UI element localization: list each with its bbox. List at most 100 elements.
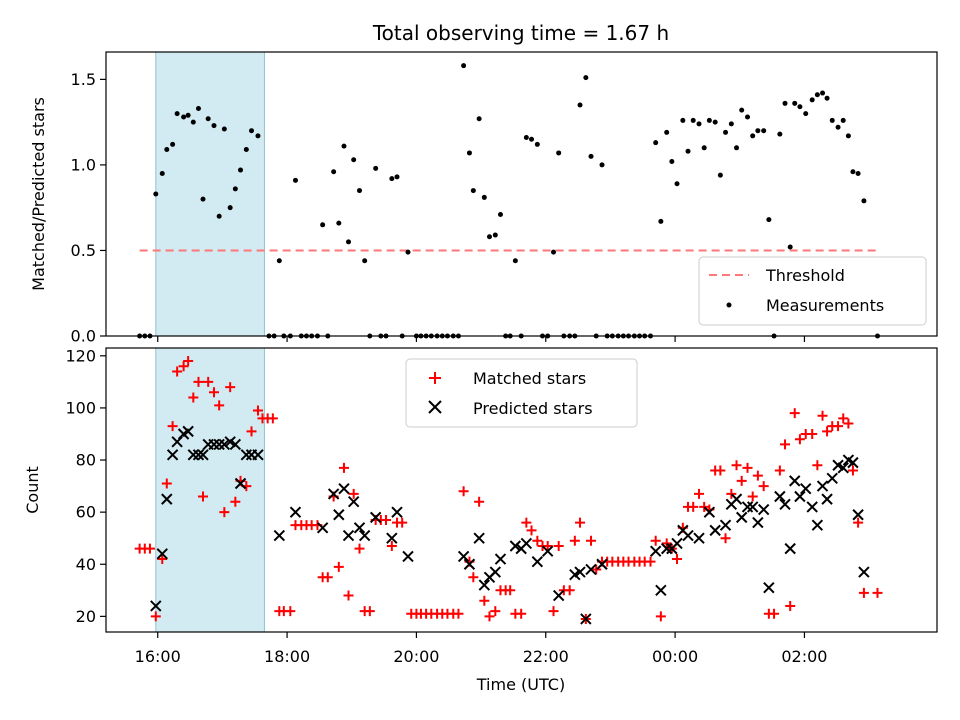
bottom-x-axis: 16:00 18:00 20:00 22:00 00:00 02:00 — [135, 632, 827, 666]
matched-star-point — [219, 507, 230, 518]
legend-matched-label: Matched stars — [473, 369, 586, 388]
measurement-point — [761, 128, 767, 134]
predicted-star-point — [358, 529, 371, 542]
measurement-point — [195, 105, 201, 111]
predicted-star-point — [457, 550, 470, 563]
measurement-point — [850, 169, 856, 175]
figure-title: Total observing time = 1.67 h — [372, 21, 669, 45]
predicted-star-point — [208, 438, 220, 451]
matched-star-point — [178, 361, 189, 372]
predicted-star-point — [763, 581, 775, 594]
matched-star-point — [343, 590, 354, 601]
measurement-point — [777, 131, 783, 137]
y-tick-label: 80 — [76, 451, 96, 470]
y-tick-label: 1.5 — [71, 70, 96, 89]
matched-star-point — [769, 608, 780, 619]
predicted-star-point — [826, 472, 838, 484]
legend-predicted-swatch — [428, 400, 442, 414]
matched-star-point — [458, 486, 469, 497]
measurement-point — [216, 213, 222, 219]
predicted-star-point — [333, 509, 345, 521]
predicted-star-point — [252, 449, 264, 461]
measurement-point — [153, 191, 159, 197]
count-panel: 20 40 60 80 100 120 16:00 18:00 20:00 22:00 00:00… — [23, 346, 938, 694]
matched-star-point — [225, 382, 236, 393]
matched-star-point — [479, 595, 490, 606]
measurement-point — [706, 117, 712, 123]
predicted-star-point — [509, 540, 522, 552]
predicted-star-point — [852, 509, 864, 521]
matched-star-point — [188, 392, 199, 403]
measurement-point — [820, 90, 826, 96]
matched-star-point — [198, 491, 209, 502]
matched-star-point — [183, 356, 194, 367]
y-tick-label: 20 — [76, 607, 96, 626]
measurement-point — [797, 104, 803, 110]
predicted-star-point — [229, 438, 242, 451]
matched-star-point — [569, 535, 580, 546]
matched-star-point — [397, 517, 408, 528]
predicted-star-point — [531, 555, 544, 568]
matched-star-point — [333, 561, 344, 572]
predicted-star-point — [574, 566, 586, 578]
predicted-star-point — [187, 449, 200, 461]
predicted-star-point — [719, 519, 732, 531]
matched-star-point — [542, 541, 553, 552]
predicted-star-point — [327, 488, 340, 500]
matched-star-point — [822, 426, 833, 437]
predicted-star-point — [197, 449, 209, 461]
matched-star-point — [731, 460, 742, 471]
predicted-star-point — [473, 532, 485, 544]
x-tick-label: 16:00 — [135, 647, 181, 666]
measurement-point — [394, 174, 400, 180]
measurement-point — [351, 157, 357, 163]
predicted-star-point — [369, 511, 382, 524]
matched-star-point — [794, 434, 805, 445]
predicted-star-point — [552, 589, 565, 602]
measurement-point — [200, 196, 206, 202]
measurement-point — [276, 258, 282, 264]
matched-star-point — [564, 585, 575, 596]
matched-star-point — [553, 541, 564, 552]
predicted-star-point — [386, 532, 398, 544]
measurement-point — [653, 140, 659, 146]
matched-star-point — [468, 572, 479, 583]
matched-star-point — [591, 564, 602, 575]
predicted-star-point — [273, 529, 286, 542]
ratio-panel: 0.0 0.5 1.0 1.5 Matched/Predicted stars Thr… — [29, 51, 938, 346]
measurement-point — [481, 194, 487, 200]
highlight-span-rect — [155, 347, 265, 633]
predicted-star-point — [757, 503, 770, 516]
measurement-point — [696, 121, 702, 127]
predicted-star-point — [789, 475, 801, 487]
matched-star-point — [699, 501, 710, 512]
measurement-point — [255, 133, 261, 139]
y-tick-label: 100 — [65, 398, 96, 417]
matched-star-point — [650, 535, 661, 546]
matched-star-point — [847, 465, 858, 476]
predicted-star-point — [596, 558, 608, 570]
matched-star-point — [505, 585, 516, 596]
highlight-span — [155, 51, 265, 337]
matched-star-point — [193, 376, 204, 387]
measurement-point — [814, 92, 820, 98]
matched-star-point — [490, 606, 501, 617]
measurement-point — [787, 244, 793, 250]
predicted-star-point — [391, 506, 403, 518]
matched-star-point — [526, 525, 537, 536]
matched-star-point — [747, 491, 758, 502]
matched-star-point — [453, 608, 464, 619]
x-tick-label: 22:00 — [523, 647, 569, 666]
matched-star-point — [736, 475, 747, 486]
top-legend-box — [698, 256, 927, 326]
predicted-star-point — [858, 566, 870, 578]
measurement-point — [861, 198, 867, 204]
matched-star-point — [817, 410, 828, 421]
matched-star-point — [354, 543, 365, 554]
predicted-star-point — [811, 519, 824, 531]
measurement-point — [249, 128, 255, 134]
matched-star-point — [812, 460, 823, 471]
measurement-point — [835, 124, 841, 130]
measurement-point — [476, 116, 482, 122]
x-tick-label: 20:00 — [393, 647, 439, 666]
